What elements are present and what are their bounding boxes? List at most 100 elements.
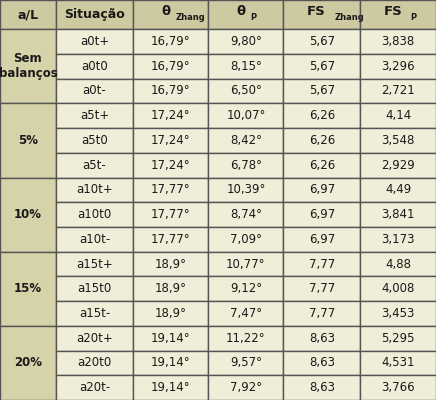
Bar — [133, 79, 208, 103]
Bar — [208, 227, 283, 252]
Bar — [360, 103, 436, 128]
Bar — [283, 0, 360, 29]
Bar — [283, 103, 360, 128]
Bar — [283, 79, 360, 103]
Bar — [133, 375, 208, 400]
Bar — [133, 202, 208, 227]
Text: 9,80°: 9,80° — [230, 35, 262, 48]
Text: 15%: 15% — [14, 282, 42, 295]
Bar — [360, 252, 436, 276]
Text: 6,26: 6,26 — [309, 159, 335, 172]
Text: a10t-: a10t- — [79, 233, 110, 246]
Bar — [0, 103, 56, 178]
Text: a10t+: a10t+ — [76, 183, 113, 196]
Text: a10t0: a10t0 — [78, 208, 112, 221]
Text: 4,531: 4,531 — [382, 356, 415, 370]
Bar — [208, 153, 283, 178]
Text: 2,721: 2,721 — [381, 84, 415, 98]
Bar — [133, 326, 208, 350]
Text: 6,97: 6,97 — [309, 208, 335, 221]
Bar — [133, 103, 208, 128]
Text: 4,14: 4,14 — [385, 109, 411, 122]
Bar — [208, 326, 283, 350]
Text: 6,78°: 6,78° — [230, 159, 262, 172]
Text: 5,67: 5,67 — [309, 35, 335, 48]
Bar — [133, 178, 208, 202]
Text: 7,77: 7,77 — [309, 258, 335, 270]
Bar — [283, 178, 360, 202]
Bar — [283, 276, 360, 301]
Text: 17,77°: 17,77° — [151, 183, 191, 196]
Bar — [0, 0, 56, 29]
Text: 3,453: 3,453 — [382, 307, 415, 320]
Text: 8,42°: 8,42° — [230, 134, 262, 147]
Bar — [0, 252, 56, 326]
Text: a0t+: a0t+ — [80, 35, 109, 48]
Bar — [56, 79, 133, 103]
Text: 5,295: 5,295 — [382, 332, 415, 345]
Bar — [208, 103, 283, 128]
Bar — [283, 128, 360, 153]
Bar — [56, 202, 133, 227]
Bar — [133, 0, 208, 29]
Bar — [208, 350, 283, 375]
Text: P: P — [411, 13, 417, 22]
Bar — [56, 227, 133, 252]
Text: 16,79°: 16,79° — [151, 35, 191, 48]
Bar — [56, 153, 133, 178]
Bar — [133, 301, 208, 326]
Text: 6,97: 6,97 — [309, 183, 335, 196]
Text: a20t-: a20t- — [79, 381, 110, 394]
Text: a5t-: a5t- — [83, 159, 106, 172]
Bar — [133, 128, 208, 153]
Text: 17,77°: 17,77° — [151, 233, 191, 246]
Bar — [56, 103, 133, 128]
Bar — [208, 301, 283, 326]
Bar — [208, 178, 283, 202]
Text: 17,24°: 17,24° — [151, 134, 191, 147]
Text: 3,296: 3,296 — [381, 60, 415, 73]
Text: 17,24°: 17,24° — [151, 109, 191, 122]
Text: a20t0: a20t0 — [78, 356, 112, 370]
Text: 11,22°: 11,22° — [226, 332, 266, 345]
Text: a5t+: a5t+ — [80, 109, 109, 122]
Bar — [133, 276, 208, 301]
Text: a/L: a/L — [17, 8, 38, 21]
Text: a5t0: a5t0 — [81, 134, 108, 147]
Bar — [283, 202, 360, 227]
Bar — [56, 0, 133, 29]
Text: 5%: 5% — [18, 134, 38, 147]
Text: 7,77: 7,77 — [309, 282, 335, 295]
Bar — [283, 301, 360, 326]
Text: 10,07°: 10,07° — [226, 109, 266, 122]
Text: 7,47°: 7,47° — [230, 307, 262, 320]
Text: Sem
balanços: Sem balanços — [0, 52, 57, 80]
Text: 3,838: 3,838 — [382, 35, 415, 48]
Text: 7,77: 7,77 — [309, 307, 335, 320]
Bar — [208, 202, 283, 227]
Bar — [360, 276, 436, 301]
Text: 6,26: 6,26 — [309, 109, 335, 122]
Text: Zhang: Zhang — [176, 13, 205, 22]
Text: a0t-: a0t- — [83, 84, 106, 98]
Bar — [56, 326, 133, 350]
Text: 3,766: 3,766 — [381, 381, 415, 394]
Text: 8,63: 8,63 — [309, 381, 335, 394]
Bar — [56, 350, 133, 375]
Text: P: P — [251, 13, 257, 22]
Text: 16,79°: 16,79° — [151, 84, 191, 98]
Bar — [360, 79, 436, 103]
Text: 3,173: 3,173 — [382, 233, 415, 246]
Bar — [360, 301, 436, 326]
Text: 8,63: 8,63 — [309, 332, 335, 345]
Bar — [360, 29, 436, 54]
Text: 17,77°: 17,77° — [151, 208, 191, 221]
Text: 8,74°: 8,74° — [230, 208, 262, 221]
Text: 3,548: 3,548 — [382, 134, 415, 147]
Text: 17,24°: 17,24° — [151, 159, 191, 172]
Text: 10%: 10% — [14, 208, 42, 221]
Bar — [283, 227, 360, 252]
Bar — [56, 252, 133, 276]
Text: a20t+: a20t+ — [76, 332, 113, 345]
Text: 18,9°: 18,9° — [155, 282, 187, 295]
